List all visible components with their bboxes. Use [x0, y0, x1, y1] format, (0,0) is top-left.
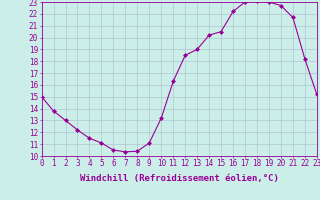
X-axis label: Windchill (Refroidissement éolien,°C): Windchill (Refroidissement éolien,°C) — [80, 174, 279, 183]
